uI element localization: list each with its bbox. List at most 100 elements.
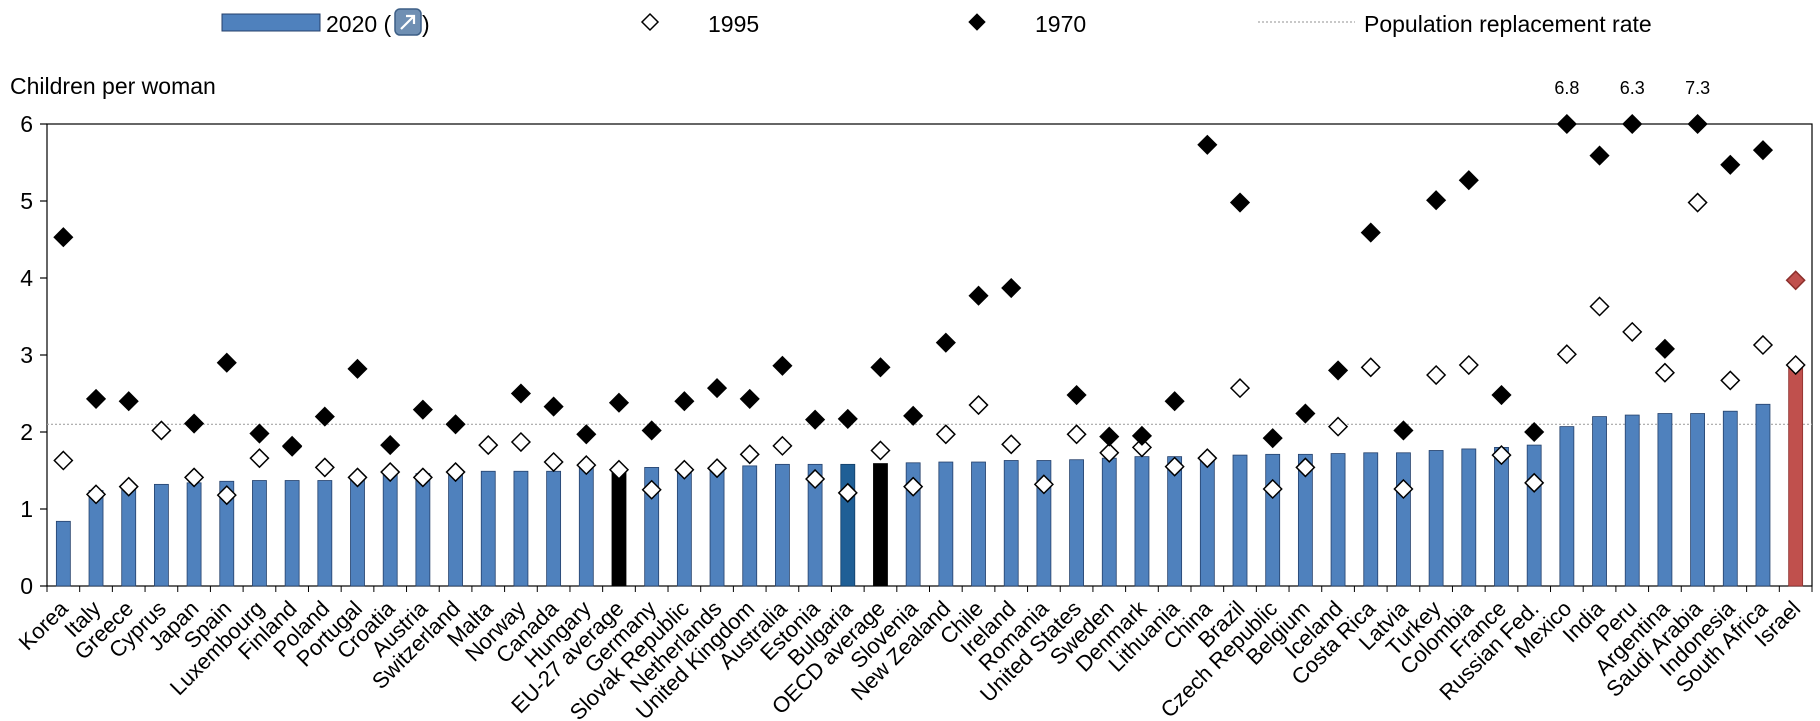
marker-1995 xyxy=(870,440,891,461)
bar-2020 xyxy=(1494,446,1509,587)
marker-1970 xyxy=(510,383,531,404)
marker-1970 xyxy=(1099,426,1120,447)
marker-1995 xyxy=(739,444,760,465)
marker-1970 xyxy=(1524,421,1545,443)
marker-1995 xyxy=(1720,370,1741,391)
legend-1995-marker xyxy=(640,12,660,32)
marker-1995 xyxy=(1622,321,1643,342)
bar-2020 xyxy=(1461,448,1477,587)
bar-2020 xyxy=(676,467,692,587)
bar-2020 xyxy=(807,463,823,587)
marker-1970 xyxy=(1164,391,1185,412)
marker-1970 xyxy=(608,392,630,413)
marker-1995 xyxy=(478,435,499,456)
bar-2020 xyxy=(775,463,790,587)
marker-1970 xyxy=(805,409,826,430)
marker-1970 xyxy=(870,357,891,378)
marker-1995 xyxy=(576,455,597,476)
marker-1970 xyxy=(1197,134,1218,155)
bar-2020 xyxy=(186,482,202,587)
y-tick-label: 4 xyxy=(20,265,33,291)
bar-2020 xyxy=(1069,459,1084,587)
legend-replacement-label: Population replacement rate xyxy=(1364,11,1652,37)
bar-2020 xyxy=(1199,455,1215,587)
bar-2020 xyxy=(317,480,333,587)
marker-1995 xyxy=(380,461,401,483)
bar-2020 xyxy=(971,461,986,587)
marker-1995 xyxy=(53,450,74,471)
link-arrow-icon[interactable] xyxy=(394,8,422,36)
marker-1995 xyxy=(935,424,956,445)
marker-1995 xyxy=(1654,362,1675,383)
marker-1995 xyxy=(1785,354,1806,376)
marker-1995 xyxy=(1556,344,1577,365)
legend-1995-label: 1995 xyxy=(708,11,759,37)
marker-1970 xyxy=(118,391,139,412)
bar-2020 xyxy=(1232,454,1248,587)
marker-1995 xyxy=(1491,445,1512,466)
bar-2020 xyxy=(1101,457,1117,587)
marker-1995 xyxy=(1589,296,1610,317)
marker-1970 xyxy=(1589,145,1610,166)
marker-1995 xyxy=(1458,354,1479,376)
legend: 2020 ( ) 1995 1970 Population replacemen… xyxy=(221,8,1652,37)
marker-1995 xyxy=(1295,457,1316,478)
marker-1995 xyxy=(706,458,728,479)
bar-2020 xyxy=(1559,426,1575,587)
marker-1995 xyxy=(1033,474,1054,495)
marker-1995 xyxy=(1066,424,1087,445)
marker-1970 xyxy=(772,355,793,376)
marker-1995 xyxy=(510,431,531,453)
marker-1970 xyxy=(739,388,760,409)
bar-2020 xyxy=(153,483,169,587)
marker-1970 xyxy=(1393,420,1414,441)
marker-1995 xyxy=(903,476,924,497)
bar-2020 xyxy=(578,465,594,587)
marker-1995 xyxy=(968,394,989,416)
marker-1970 xyxy=(968,285,989,306)
marker-1970 xyxy=(1001,277,1022,299)
marker-1970 xyxy=(184,413,205,434)
offscale-label: 6.8 xyxy=(1554,78,1579,98)
bar-2020 xyxy=(219,480,235,587)
marker-1995 xyxy=(674,459,695,480)
marker-1970 xyxy=(1229,192,1251,213)
bar-2020 xyxy=(611,468,627,587)
marker-1970 xyxy=(1295,403,1316,424)
marker-1995 xyxy=(151,420,172,441)
offscale-label: 7.3 xyxy=(1685,78,1710,98)
legend-bar-swatch xyxy=(221,13,321,32)
bar-2020 xyxy=(1722,410,1738,587)
marker-1970 xyxy=(935,332,956,353)
bar-2020 xyxy=(1330,453,1346,587)
bar-2020 xyxy=(480,470,496,587)
bar-2020 xyxy=(1003,460,1019,587)
legend-bar-label: 2020 ( xyxy=(326,11,392,37)
marker-1970 xyxy=(53,227,74,248)
y-tick-label: 3 xyxy=(20,342,33,368)
bar-2020 xyxy=(709,466,725,587)
marker-1970 xyxy=(1654,338,1675,359)
plot-frame xyxy=(46,123,1813,587)
marker-1970 xyxy=(1752,140,1774,161)
y-tick-label: 1 xyxy=(20,496,33,522)
marker-1970 xyxy=(1426,190,1447,211)
marker-1970 xyxy=(380,435,401,456)
marker-1995 xyxy=(1687,192,1708,213)
y-axis-title: Children per woman xyxy=(10,73,216,99)
marker-1995 xyxy=(249,448,270,469)
marker-1995 xyxy=(543,451,564,473)
marker-1970 xyxy=(576,424,597,445)
y-tick-label: 2 xyxy=(20,419,33,445)
bar-2020 xyxy=(513,470,529,587)
bar-2020 xyxy=(1265,453,1281,587)
bar-2020 xyxy=(1526,444,1542,587)
marker-1995 xyxy=(1524,472,1545,493)
marker-1995 xyxy=(184,467,205,488)
bar-2020 xyxy=(1363,452,1379,587)
marker-1970 xyxy=(641,420,662,441)
marker-1995 xyxy=(1164,456,1185,477)
bar-2020 xyxy=(546,470,562,587)
bar-2020 xyxy=(1134,456,1150,587)
marker-1995 xyxy=(445,461,466,483)
